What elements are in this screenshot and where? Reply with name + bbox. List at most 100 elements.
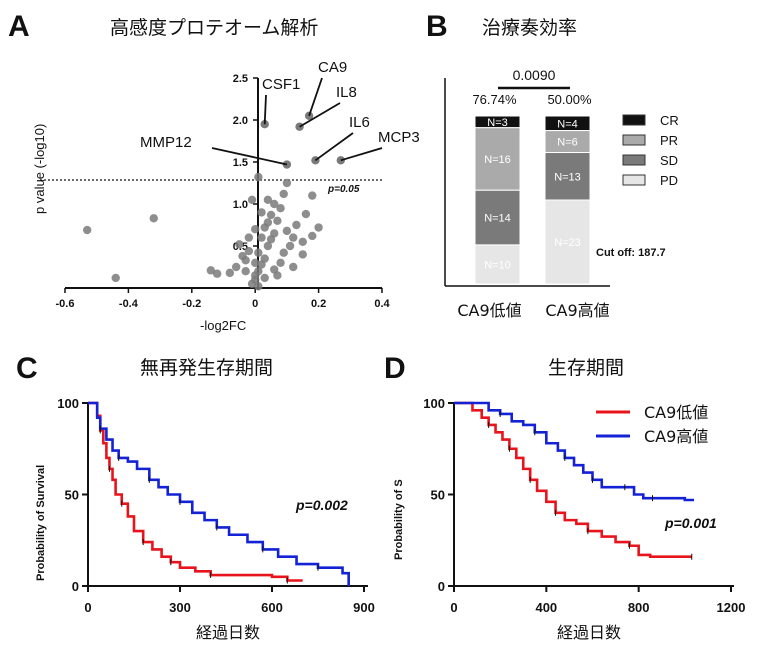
bar-segment-label: N=14 <box>484 213 511 225</box>
panel-a-letter: A <box>8 10 30 43</box>
bar-category-label: CA9高値 <box>545 301 609 320</box>
rfs-pvalue: p=0.002 <box>295 497 348 513</box>
volcano-point <box>225 268 235 278</box>
volcano-point <box>298 237 307 246</box>
panel-c-title: 無再発生存期間 <box>140 357 273 379</box>
volcano-labeled-point <box>304 111 314 121</box>
bar-segment-sd <box>544 152 591 201</box>
volcano-point <box>282 226 292 236</box>
volcano-plot: p=0.05 -log2FC p value (-log10) -0.6 -0.4… <box>32 59 420 333</box>
stacked-bar-chart: 0.0090 Cut off: 187.7 N=3 N=16 N=14 N=10 76.… <box>444 67 679 320</box>
volcano-point <box>298 250 307 259</box>
volcano-point <box>251 258 260 267</box>
volcano-gene-label: MCP3 <box>378 129 420 146</box>
volcano-point <box>254 172 263 182</box>
volcano-point <box>276 204 285 213</box>
volcano-point <box>266 210 276 220</box>
volcano-x-tick-label: -0.2 <box>182 298 201 310</box>
volcano-gene-label: CA9 <box>318 59 347 76</box>
volcano-x-tick-label: 0.2 <box>311 298 326 310</box>
rfs-x-tick-label: 300 <box>169 600 191 615</box>
panel-c-letter: C <box>16 352 38 385</box>
rfs-curve-low <box>88 401 303 582</box>
legend-label-high: CA9高値 <box>644 427 708 446</box>
legend-label-low: CA9低値 <box>644 403 708 422</box>
panel-d-letter: D <box>384 352 406 385</box>
os-x-tick-label: 400 <box>535 600 557 615</box>
panel-a-title: 高感度プロテオーム解析 <box>110 17 318 39</box>
volcano-x-tick-label: -0.4 <box>119 298 139 310</box>
legend-swatch-pr <box>622 134 646 146</box>
bar-segment-label: N=4 <box>557 118 578 130</box>
volcano-point <box>111 273 120 283</box>
volcano-point <box>235 240 244 249</box>
bar-segment-label: N=16 <box>484 154 511 166</box>
km-rfs-plot: 経過日数 Probability of Survival p=0.002 0 30… <box>35 396 375 642</box>
volcano-y-tick-label: 1.5 <box>233 157 248 169</box>
bar-segment-label: N=6 <box>557 137 578 149</box>
volcano-point <box>282 178 292 188</box>
legend-swatch-pd <box>622 174 646 186</box>
volcano-point <box>238 251 247 261</box>
rfs-x-tick-label: 0 <box>84 600 91 615</box>
volcano-point <box>247 195 257 204</box>
bar-segment-label: N=23 <box>554 237 581 249</box>
volcano-x-tick-label: -0.6 <box>56 298 75 310</box>
volcano-point <box>308 231 317 241</box>
volcano-gene-label: IL6 <box>349 114 370 131</box>
legend-label-pd: PD <box>660 173 678 188</box>
volcano-point <box>206 266 216 275</box>
volcano-point <box>273 271 282 280</box>
cutoff-label: Cut off: 187.7 <box>596 247 666 259</box>
os-y-label: Probability of S <box>393 479 405 560</box>
bar-segment-pd <box>544 199 591 285</box>
volcano-point <box>244 233 254 242</box>
threshold-label: p=0.05 <box>327 184 360 195</box>
os-x-tick-label: 1200 <box>717 600 746 615</box>
rfs-y-tick-label: 100 <box>57 396 79 411</box>
volcano-x-label: -log2FC <box>200 318 246 333</box>
volcano-y-tick-label: 1.0 <box>233 199 248 211</box>
km-os-plot: 経過日数 Probability of S p=0.001 0 400 800 120… <box>393 396 745 642</box>
rfs-x-tick-label: 900 <box>353 600 375 615</box>
rfs-y-tick-label: 50 <box>65 488 79 503</box>
volcano-point <box>149 214 158 223</box>
legend-label-cr: CR <box>660 113 679 128</box>
volcano-point <box>273 216 282 225</box>
volcano-leader-line <box>263 94 267 125</box>
volcano-x-tick-label: 0 <box>252 298 258 310</box>
panel-b-title: 治療奏効率 <box>482 17 577 39</box>
volcano-labeled-point <box>295 122 304 131</box>
volcano-point <box>254 282 263 291</box>
rfs-x-label: 経過日数 <box>196 623 260 642</box>
volcano-gene-label: MMP12 <box>140 134 192 151</box>
os-y-tick-label: 0 <box>438 579 445 594</box>
volcano-gene-label: CSF1 <box>262 76 300 93</box>
volcano-leader-line <box>299 102 341 128</box>
volcano-point <box>241 267 250 276</box>
volcano-labeled-point <box>260 120 269 129</box>
bar-segment-label: N=3 <box>487 117 508 129</box>
os-pvalue: p=0.001 <box>664 515 717 531</box>
bar-segment-pd <box>474 244 521 285</box>
volcano-point <box>257 233 266 242</box>
legend-label-pr: PR <box>660 133 678 148</box>
rfs-y-tick-label: 0 <box>72 579 79 594</box>
bar-segment-pr <box>474 127 521 191</box>
volcano-point <box>270 229 279 238</box>
volcano-point <box>292 220 301 230</box>
volcano-point <box>285 241 295 251</box>
response-rate-label: 76.74% <box>472 92 517 107</box>
volcano-point <box>257 208 266 217</box>
volcano-leader-line <box>314 132 354 162</box>
volcano-point <box>260 273 269 283</box>
volcano-point <box>231 262 241 272</box>
volcano-y-tick-label: 2.5 <box>233 73 248 85</box>
volcano-gene-label: IL8 <box>336 84 357 101</box>
volcano-leader-line <box>340 147 383 162</box>
volcano-point <box>279 189 288 199</box>
os-x-label: 経過日数 <box>557 623 621 642</box>
volcano-point <box>279 248 288 257</box>
volcano-point <box>254 267 263 276</box>
